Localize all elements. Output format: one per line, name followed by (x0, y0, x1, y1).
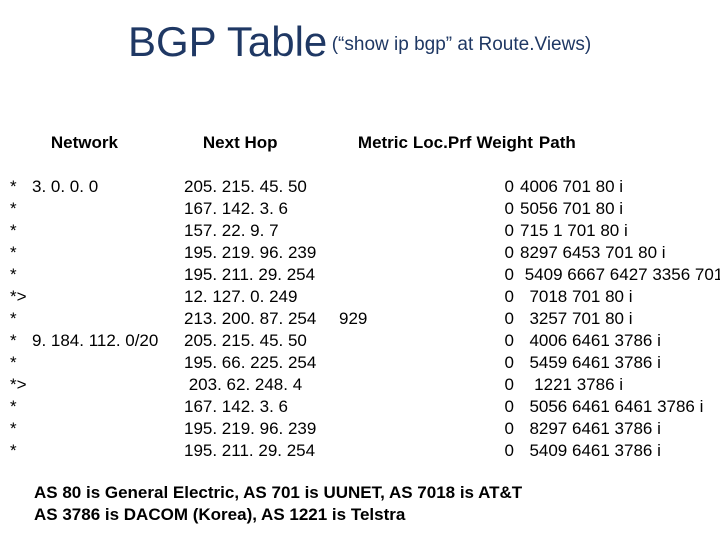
table-row: *> 12. 127. 0. 249 0 7018 701 80 i (10, 286, 720, 308)
cell-path: 1221 3786 i (520, 374, 623, 396)
cell-weight: 0 (454, 242, 520, 264)
cell-path: 8297 6461 3786 i (520, 418, 661, 440)
cell-nexthop: 213. 200. 87. 254 (184, 308, 339, 330)
cell-weight: 0 (454, 418, 520, 440)
table-row: * 195. 219. 96. 239 0 8297 6461 3786 i (10, 418, 720, 440)
cell-path: 5409 6667 6427 3356 701 80 (520, 264, 720, 286)
footer-notes: AS 80 is General Electric, AS 701 is UUN… (0, 462, 720, 526)
footer-line-1: AS 80 is General Electric, AS 701 is UUN… (34, 482, 720, 504)
cell-mark: *> (10, 374, 32, 396)
cell-weight: 0 (454, 440, 520, 462)
cell-network: 9. 184. 112. 0/20 (32, 330, 184, 352)
cell-path: 7018 701 80 i (520, 286, 632, 308)
cell-weight: 0 (454, 330, 520, 352)
cell-nexthop: 203. 62. 248. 4 (184, 374, 339, 396)
cell-weight: 0 (454, 220, 520, 242)
page-title: BGP Table (128, 18, 327, 65)
cell-nexthop: 195. 211. 29. 254 (184, 264, 339, 286)
table-row: * 195. 219. 96. 239 08297 6453 701 80 i (10, 242, 720, 264)
table-row: * 167. 142. 3. 6 0 5056 6461 6461 3786 i (10, 396, 720, 418)
page-subtitle: (“show ip bgp” at Route.Views) (332, 34, 591, 55)
footer-line-2: AS 3786 is DACOM (Korea), AS 1221 is Tel… (34, 504, 720, 526)
cell-weight: 0 (454, 176, 520, 198)
cell-mark: * (10, 308, 32, 330)
cell-nexthop: 167. 142. 3. 6 (184, 198, 339, 220)
cell-path: 4006 6461 3786 i (520, 330, 661, 352)
cell-nexthop: 205. 215. 45. 50 (184, 330, 339, 352)
cell-weight: 0 (454, 396, 520, 418)
cell-path: 5459 6461 3786 i (520, 352, 661, 374)
table-row: *> 203. 62. 248. 4 0 1221 3786 i (10, 374, 720, 396)
cell-mark: *> (10, 286, 32, 308)
cell-path: 3257 701 80 i (520, 308, 632, 330)
col-header-weight: Weight (473, 132, 539, 154)
cell-path: 5056 701 80 i (520, 198, 623, 220)
col-header-nexthop: Next Hop (203, 132, 358, 154)
cell-mark: * (10, 242, 32, 264)
col-header-metric: Metric (358, 132, 413, 154)
col-header-path: Path (539, 132, 576, 154)
table-row: * 167. 142. 3. 6 05056 701 80 i (10, 198, 720, 220)
cell-metric: 929 (339, 308, 394, 330)
cell-nexthop: 12. 127. 0. 249 (184, 286, 339, 308)
cell-network: 3. 0. 0. 0 (32, 176, 184, 198)
table-row: * 195. 211. 29. 254 0 5409 6667 6427 3356… (10, 264, 720, 286)
cell-nexthop: 157. 22. 9. 7 (184, 220, 339, 242)
col-header-locprf: Loc.Prf (413, 132, 473, 154)
cell-mark: * (10, 440, 32, 462)
cell-weight: 0 (454, 264, 520, 286)
cell-mark: * (10, 418, 32, 440)
table-row: * 195. 66. 225. 254 0 5459 6461 3786 i (10, 352, 720, 374)
bgp-table: NetworkNext HopMetricLoc.PrfWeightPath *… (0, 66, 720, 462)
table-row: * 213. 200. 87. 254929 0 3257 701 80 i (10, 308, 720, 330)
cell-nexthop: 195. 219. 96. 239 (184, 418, 339, 440)
cell-mark: * (10, 330, 32, 352)
cell-nexthop: 195. 211. 29. 254 (184, 440, 339, 462)
cell-nexthop: 167. 142. 3. 6 (184, 396, 339, 418)
cell-mark: * (10, 352, 32, 374)
cell-weight: 0 (454, 286, 520, 308)
cell-weight: 0 (454, 198, 520, 220)
cell-mark: * (10, 396, 32, 418)
cell-nexthop: 205. 215. 45. 50 (184, 176, 339, 198)
cell-weight: 0 (454, 308, 520, 330)
cell-weight: 0 (454, 352, 520, 374)
cell-weight: 0 (454, 374, 520, 396)
cell-mark: * (10, 220, 32, 242)
table-row: *9. 184. 112. 0/20205. 215. 45. 50 0 400… (10, 330, 720, 352)
cell-path: 715 1 701 80 i (520, 220, 628, 242)
col-header-network: Network (51, 132, 203, 154)
cell-path: 5056 6461 6461 3786 i (520, 396, 703, 418)
cell-mark: * (10, 176, 32, 198)
table-row: * 195. 211. 29. 254 0 5409 6461 3786 i (10, 440, 720, 462)
cell-path: 5409 6461 3786 i (520, 440, 661, 462)
table-row: * 157. 22. 9. 7 0715 1 701 80 i (10, 220, 720, 242)
table-header-row: NetworkNext HopMetricLoc.PrfWeightPath (10, 110, 720, 176)
cell-mark: * (10, 264, 32, 286)
cell-nexthop: 195. 219. 96. 239 (184, 242, 339, 264)
table-row: *3. 0. 0. 0205. 215. 45. 50 04006 701 80 … (10, 176, 720, 198)
cell-mark: * (10, 198, 32, 220)
title-area: BGP Table (“show ip bgp” at Route.Views) (0, 0, 720, 66)
cell-path: 4006 701 80 i (520, 176, 623, 198)
cell-path: 8297 6453 701 80 i (520, 242, 666, 264)
cell-nexthop: 195. 66. 225. 254 (184, 352, 339, 374)
